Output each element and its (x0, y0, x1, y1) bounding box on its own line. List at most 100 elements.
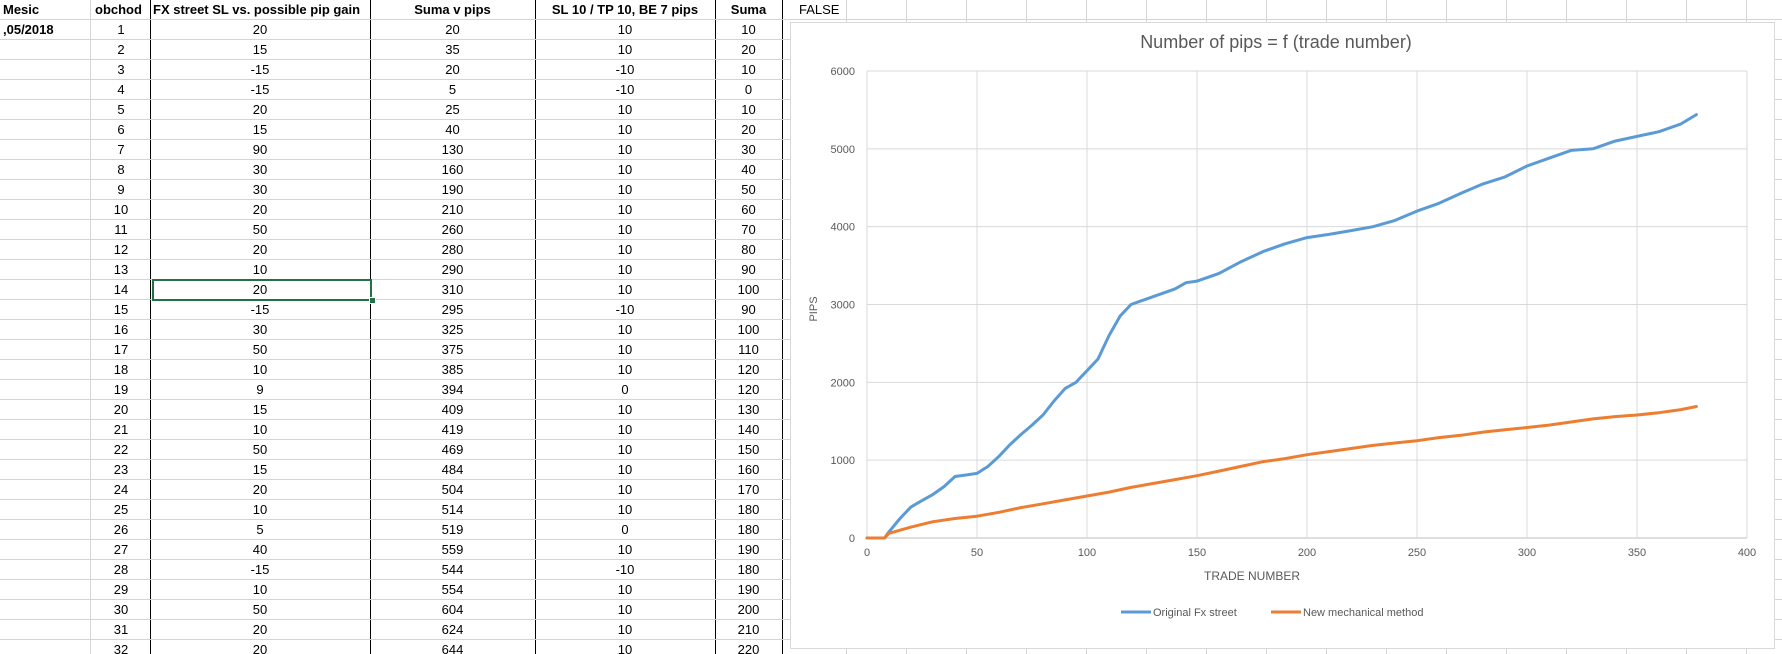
cell-sl[interactable]: 0 (621, 382, 629, 397)
cell-sl[interactable]: 10 (617, 602, 633, 617)
cell-sl[interactable]: 10 (617, 202, 633, 217)
cell-suma_pips[interactable]: 469 (441, 442, 464, 457)
cell-suma[interactable]: 130 (737, 402, 760, 417)
cell-suma_pips[interactable]: 644 (441, 642, 464, 654)
cell-fx[interactable]: -15 (250, 82, 270, 97)
cell-obchod[interactable]: 23 (113, 462, 129, 477)
cell-fx[interactable]: 50 (252, 442, 268, 457)
cell-suma_pips[interactable]: 375 (441, 342, 464, 357)
cell-sl[interactable]: 10 (617, 502, 633, 517)
cell-suma[interactable]: 90 (741, 302, 756, 317)
cell-suma_pips[interactable]: 484 (441, 462, 464, 477)
cell-obchod[interactable]: 1 (117, 22, 125, 37)
cell-obchod[interactable]: 4 (117, 82, 125, 97)
cell-suma[interactable]: 10 (741, 62, 756, 77)
cell-suma[interactable]: 90 (741, 262, 756, 277)
cell-obchod[interactable]: 19 (113, 382, 129, 397)
cell-sl[interactable]: 10 (617, 42, 633, 57)
cell-obchod[interactable]: 26 (113, 522, 129, 537)
cell-suma[interactable]: 120 (737, 382, 760, 397)
cell-suma[interactable]: 160 (737, 462, 760, 477)
cell-suma[interactable]: 0 (744, 82, 753, 97)
cell-sl[interactable]: 10 (617, 442, 633, 457)
cell-suma_pips[interactable]: 20 (445, 22, 460, 37)
cell-suma_pips[interactable]: 210 (441, 202, 464, 217)
chart-legend[interactable]: Original Fx street New mechanical method (1121, 607, 1423, 619)
cell-suma_pips[interactable]: 624 (441, 622, 464, 637)
cell-obchod[interactable]: 12 (113, 242, 129, 257)
cell-fx[interactable]: 5 (256, 522, 264, 537)
cell-fx[interactable]: 20 (252, 642, 268, 654)
cell-suma[interactable]: 110 (738, 342, 759, 357)
cell-suma_pips[interactable]: 554 (441, 582, 464, 597)
cell-suma_pips[interactable]: 519 (441, 522, 464, 537)
cell-sl[interactable]: -10 (615, 82, 635, 97)
cell-obchod[interactable]: 7 (117, 142, 125, 157)
cell-fx[interactable]: 50 (252, 342, 268, 357)
cell-fx[interactable]: -15 (250, 562, 270, 577)
cell-suma[interactable]: 190 (737, 582, 760, 597)
cell-fx[interactable]: 10 (252, 582, 268, 597)
cell-obchod[interactable]: 27 (113, 542, 129, 557)
cell-sl[interactable]: 10 (617, 402, 633, 417)
line-chart[interactable]: Number of pips = f (trade number) TRADE … (790, 22, 1775, 649)
cell-suma_pips[interactable]: 419 (441, 422, 464, 437)
cell-obchod[interactable]: 30 (113, 602, 129, 617)
cell-fx[interactable]: -15 (250, 62, 270, 77)
cell-suma_pips[interactable]: 394 (441, 382, 464, 397)
cell-suma[interactable]: 200 (737, 602, 760, 617)
header-mesic[interactable]: Mesic (3, 2, 40, 17)
cell-suma[interactable]: 10 (741, 22, 756, 37)
cell-obchod[interactable]: 16 (113, 322, 129, 337)
cell-fx[interactable]: 10 (252, 422, 268, 437)
cell-sl[interactable]: 10 (617, 282, 633, 297)
header-obchod[interactable]: obchod (95, 2, 142, 17)
cell-obchod[interactable]: 3 (117, 62, 125, 77)
cell-obchod[interactable]: 21 (113, 422, 129, 437)
series-line-1[interactable] (865, 405, 1698, 540)
cell-sl[interactable]: 10 (617, 542, 633, 557)
cell-obchod[interactable]: 10 (113, 202, 129, 217)
cell-obchod[interactable]: 25 (113, 502, 129, 517)
cell-suma[interactable]: 80 (741, 242, 756, 257)
cell-sl[interactable]: 0 (621, 522, 629, 537)
cell-fx[interactable]: 90 (252, 142, 268, 157)
cell-fx[interactable]: 20 (252, 482, 268, 497)
legend-label[interactable]: Original Fx street (1153, 607, 1237, 619)
cell-sl[interactable]: 10 (617, 582, 633, 597)
cell-sl[interactable]: -10 (615, 302, 635, 317)
cell-suma_pips[interactable]: 35 (445, 42, 460, 57)
cell-suma_pips[interactable]: 325 (441, 322, 464, 337)
cell-obchod[interactable]: 11 (114, 222, 128, 237)
cell-suma_pips[interactable]: 604 (441, 602, 464, 617)
cell-fx[interactable]: 30 (252, 162, 268, 177)
cell-sl[interactable]: -10 (615, 62, 635, 77)
cell-suma[interactable]: 100 (737, 282, 760, 297)
cell-suma_pips[interactable]: 280 (441, 242, 464, 257)
cell-suma[interactable]: 180 (737, 522, 760, 537)
cell-suma[interactable]: 180 (737, 502, 760, 517)
cell-sl[interactable]: 10 (617, 422, 633, 437)
cell-suma[interactable]: 20 (741, 42, 756, 57)
cell-suma_pips[interactable]: 514 (441, 502, 464, 517)
cell-suma_pips[interactable]: 5 (448, 82, 457, 97)
cell-suma_pips[interactable]: 290 (441, 262, 464, 277)
cell-sl[interactable]: 10 (617, 222, 633, 237)
cell-fx[interactable]: 15 (252, 42, 268, 57)
cell-suma_pips[interactable]: 260 (441, 222, 464, 237)
cell-sl[interactable]: 10 (617, 162, 633, 177)
cell-suma[interactable]: 100 (737, 322, 760, 337)
cell-sl[interactable]: 10 (617, 362, 633, 377)
cell-sl[interactable]: 10 (617, 182, 633, 197)
cell-suma_pips[interactable]: 544 (441, 562, 464, 577)
cell-suma_pips[interactable]: 130 (441, 142, 464, 157)
cell-obchod[interactable]: 32 (113, 642, 129, 654)
header-suma[interactable]: Suma (730, 2, 767, 17)
cell-suma[interactable]: 30 (741, 142, 756, 157)
cell-obchod[interactable]: 24 (113, 482, 129, 497)
cell-obchod[interactable]: 5 (117, 102, 125, 117)
cell-sl[interactable]: 10 (617, 262, 633, 277)
cell-suma[interactable]: 140 (737, 422, 760, 437)
header-suma-v-pips[interactable]: Suma v pips (414, 2, 491, 17)
cell-sl[interactable]: 10 (617, 242, 633, 257)
